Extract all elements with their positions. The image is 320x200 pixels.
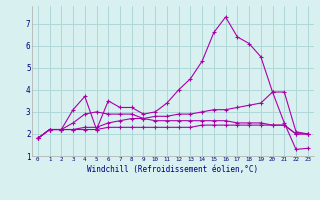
X-axis label: Windchill (Refroidissement éolien,°C): Windchill (Refroidissement éolien,°C) bbox=[87, 165, 258, 174]
